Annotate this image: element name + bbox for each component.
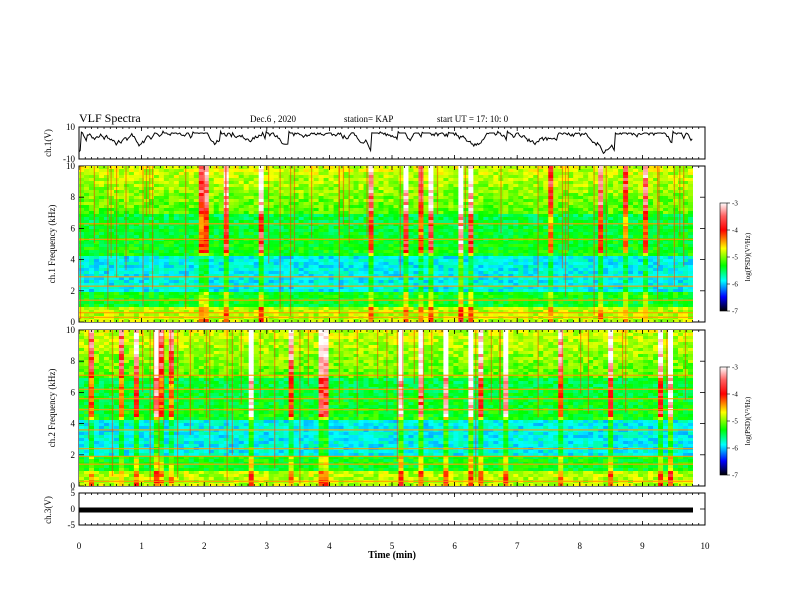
x-tick-label: 6 (452, 541, 457, 551)
x-tick-label: 10 (701, 541, 711, 551)
ch1-waveform-ylabel: ch.1(V) (43, 129, 53, 157)
station-label: station= KAP (344, 114, 394, 124)
colorbar-tick-label: -3 (732, 200, 738, 208)
colorbar-tick-label: -5 (732, 254, 738, 262)
y-tick-label: 0 (71, 481, 76, 491)
x-tick-label: 0 (77, 541, 82, 551)
ch3-waveform-ylabel: ch.3(V) (43, 496, 53, 524)
y-tick-label: 0 (71, 504, 76, 514)
y-tick-label: 2 (71, 286, 76, 296)
x-axis-title: Time (min) (368, 550, 416, 561)
ch2-spectrogram (79, 330, 693, 486)
ch1-colorbar (719, 202, 728, 312)
start-time-label: start UT = 17: 10: 0 (437, 114, 509, 124)
ch1-waveform-line (78, 129, 693, 155)
colorbar-tick-label: -4 (732, 391, 738, 399)
colorbar-ticks: -3 -4 -5 -6 -7 -3 -4 -5 -6 -7 (727, 200, 738, 480)
y-tick-label: 8 (71, 356, 76, 366)
x-tick-label: 9 (640, 541, 645, 551)
figure-title: VLF Spectra (79, 111, 141, 125)
ch1-spectrogram (79, 166, 693, 322)
y-tick-label: -5 (68, 520, 76, 530)
x-tick-label: 5 (390, 541, 395, 551)
y-tick-label: 2 (71, 450, 76, 460)
colorbar-tick-label: -6 (732, 281, 738, 289)
x-tick-label: 8 (578, 541, 583, 551)
y-tick-label: 8 (71, 192, 76, 202)
colorbar-tick-label: -7 (732, 308, 738, 316)
y-tick-label: 6 (71, 387, 76, 397)
ch3-waveform-line (79, 507, 693, 513)
date-label: Dec.6 , 2020 (250, 114, 296, 124)
colorbar-tick-label: -4 (732, 227, 738, 235)
x-tick-label: 7 (515, 541, 520, 551)
colorbar-tick-label: -5 (732, 418, 738, 426)
y-tick-label: 10 (66, 122, 76, 132)
axis-ticks (78, 126, 706, 526)
x-tick-label: 3 (265, 541, 270, 551)
y-tick-label: 4 (71, 419, 76, 429)
colorbar-tick-label: -6 (732, 445, 738, 453)
y-tick-label: 10 (66, 325, 76, 335)
ch2-colorbar (719, 366, 728, 476)
ch2-colorbar-label: log(PSD)(V²/Hz) (744, 396, 752, 445)
x-tick-label: 4 (327, 541, 332, 551)
ch2-spectrogram-ylabel: ch.2 Frequency (kHz) (47, 369, 57, 448)
y-tick-label: 6 (71, 223, 76, 233)
ch1-waveform-frame (78, 126, 706, 160)
ch1-colorbar-label: log(PSD)(V²/Hz) (744, 232, 752, 281)
y-tick-label: 10 (66, 161, 76, 171)
y-tick-label: 0 (71, 317, 76, 327)
ch1-spectrogram-ylabel: ch.1 Frequency (kHz) (47, 205, 57, 284)
y-tick-label: 4 (71, 255, 76, 265)
colorbar-tick-label: -7 (732, 472, 738, 480)
x-tick-label: 1 (139, 541, 144, 551)
y-tick-label: -10 (63, 154, 75, 164)
x-tick-label: 2 (202, 541, 207, 551)
y-tick-label: 5 (71, 488, 76, 498)
colorbar-tick-label: -3 (732, 364, 738, 372)
